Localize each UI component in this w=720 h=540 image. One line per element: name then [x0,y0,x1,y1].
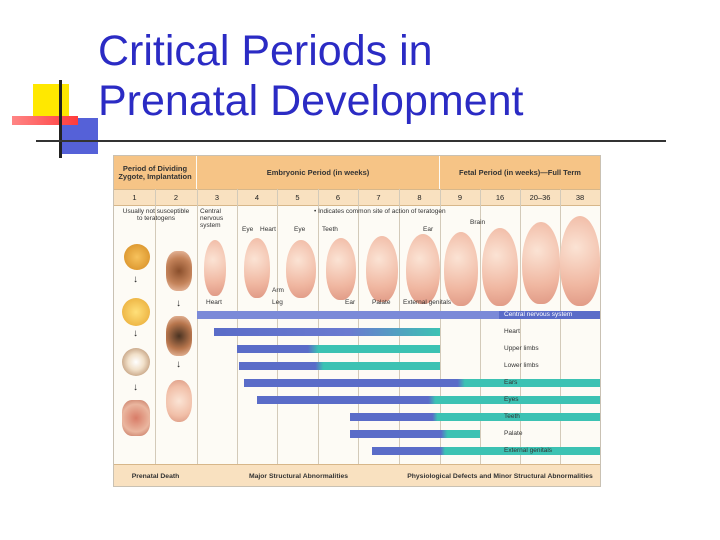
zygote-stage-4 [122,400,150,436]
column-divider [155,189,156,486]
bar-label-cns: Central nervous system [504,311,573,318]
organ-label-ear: Ear [423,226,434,233]
bar-ears [244,379,600,387]
decor-yellow-square [33,84,69,120]
arrow-down-icon: ↓ [133,274,138,285]
embryo-week-7 [366,236,398,302]
column-divider [480,189,481,486]
organ-label-brain: Brain [470,219,486,226]
organ-label-leg: Leg [272,299,283,306]
organ-label-heart: Heart [260,226,276,233]
week-label: 16 [495,193,505,202]
footer-major-abnormalities: Major Structural Abnormalities [248,472,349,480]
slide-title: Critical Periods in Prenatal Development [98,26,658,126]
implantation-stage-1 [166,251,192,291]
fetus-week-16 [482,228,518,306]
footer-prenatal-death: Prenatal Death [131,472,180,480]
prenatal-development-figure: Period of Dividing Zygote, Implantation … [113,155,601,487]
bar-label-lower-limbs: Lower limbs [504,362,539,369]
organ-label-ear-bottom: Ear [345,299,356,306]
embryo-week-8 [406,234,440,304]
bar-heart [214,328,440,336]
embryo-week-6 [326,238,356,300]
embryo-week-3 [204,240,226,296]
decor-red-bar [12,116,78,125]
embryo-week-4 [244,238,270,298]
zygote-stage-1 [124,244,150,270]
bar-central-nervous-system [197,311,600,319]
footer-minor-abnormalities: Physiological Defects and Minor Structur… [407,472,593,480]
bar-label-eyes: Eyes [504,396,519,403]
zygote-stage-3 [122,348,150,376]
organ-label-heart-bottom: Heart [206,299,222,306]
organ-label-eye-2: Eye [294,226,306,233]
week-label: 4 [254,193,260,202]
fetus-week-20-36 [522,222,560,304]
bar-label-upper-limbs: Upper limbs [504,345,539,352]
bar-palate [350,430,480,438]
fetus-week-9 [444,232,478,306]
column-divider [197,189,198,486]
organ-label-arm: Arm [272,287,284,294]
arrow-down-icon: ↓ [176,298,181,309]
header-fetal-period: Fetal Period (in weeks)—Full Term [440,156,600,189]
header-dividing-zygote: Period of Dividing Zygote, Implantation [114,156,196,189]
bar-eyes [257,396,600,404]
bar-segment [197,311,499,319]
arrow-down-icon: ↓ [133,328,138,339]
week-label: 38 [575,193,585,202]
header-embryonic-period: Embryonic Period (in weeks) [197,156,439,189]
column-divider [318,189,319,486]
bar-teeth [350,413,600,421]
column-divider [440,189,441,486]
implantation-stage-2 [166,316,192,356]
bar-label-teeth: Teeth [504,413,520,420]
organ-label-palate: Palate [372,299,391,306]
title-line-1: Critical Periods in [98,27,433,75]
not-susceptible-note: Usually not susceptible to teratogens [122,208,190,222]
week-label: 1 [132,193,137,202]
decor-vertical-line [59,80,62,158]
arrow-down-icon: ↓ [133,382,138,393]
column-divider [560,189,561,486]
column-divider [277,189,278,486]
zygote-stage-2 [122,298,150,326]
teratogen-legend-note: • Indicates common site of action of ter… [314,208,446,215]
week-label: 6 [335,193,341,202]
bar-label-external-genitals: External genitals [504,447,553,454]
bar-external-genitals [372,447,600,455]
organ-label-external-genitals: External genitals [403,299,452,306]
week-label: 3 [214,193,220,202]
bar-label-palate: Palate [504,430,523,437]
week-label: 5 [295,193,300,202]
embryo-week-5 [286,240,316,298]
week-label: 20–36 [529,193,551,202]
fetus-week-38 [560,216,600,306]
title-underline [36,140,666,142]
bar-upper-limbs [237,345,440,353]
column-divider [520,189,521,486]
cns-note: Central nervous system [200,208,224,229]
arrow-down-icon: ↓ [176,359,181,370]
bar-label-ears: Ears [504,379,518,386]
week-label: 9 [457,193,463,202]
bar-lower-limbs [239,362,440,370]
organ-label-eye: Eye [242,226,254,233]
organ-label-teeth: Teeth [322,226,338,233]
column-divider [358,189,359,486]
title-line-2: Prenatal Development [98,77,524,125]
column-divider [237,189,238,486]
implantation-stage-3 [166,380,192,422]
week-label: 2 [173,193,179,202]
bar-label-heart: Heart [504,328,520,335]
week-label: 8 [417,193,422,202]
week-row: 1 2 3 4 5 6 7 8 9 16 20–36 38 [114,189,600,206]
footer-row: Prenatal Death Major Structural Abnormal… [114,464,600,486]
week-label: 7 [376,193,381,202]
column-divider [399,189,400,486]
